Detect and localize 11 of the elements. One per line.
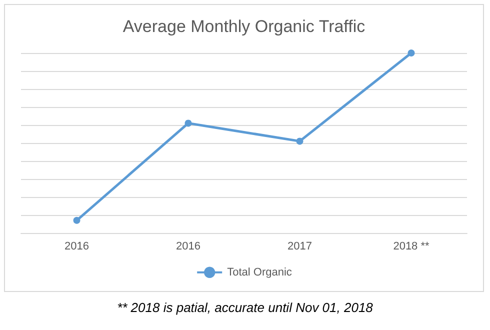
point	[184, 120, 192, 127]
x-tick-label: 2016	[176, 240, 200, 252]
x-tick-label: 2016	[64, 240, 89, 252]
x-tick-label: 2018 **	[393, 240, 430, 252]
point	[408, 50, 415, 56]
x-tick-label: 2017	[288, 240, 312, 252]
point	[73, 216, 80, 224]
chart-title: Average Monthly Organic Traffic	[122, 17, 366, 36]
legend-label: Total Organic	[227, 266, 292, 278]
text: ** 2018 is patial, accurate until Nov 01, 2018	[116, 300, 374, 315]
point	[296, 138, 304, 145]
